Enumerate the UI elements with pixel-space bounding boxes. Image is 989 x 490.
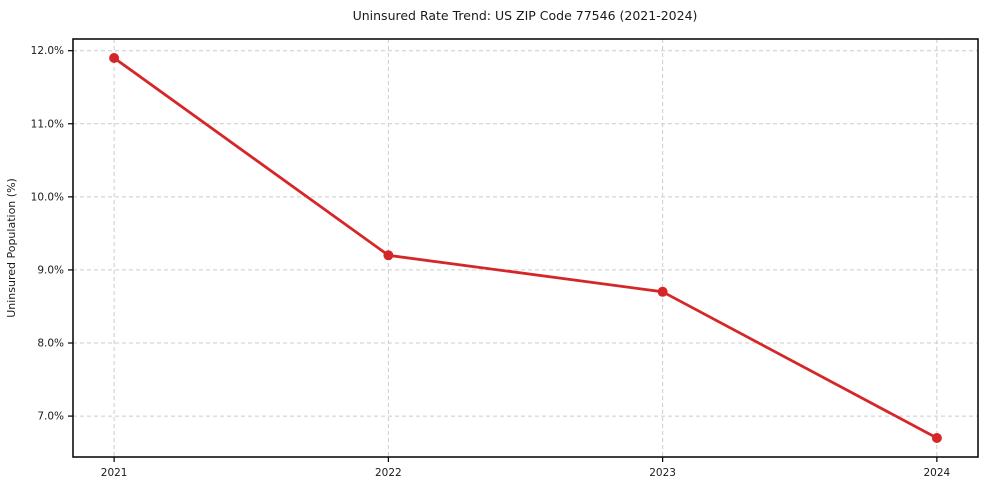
gridlines — [73, 39, 978, 457]
x-tick-label: 2024 — [923, 467, 950, 479]
data-point-marker — [931, 433, 942, 443]
data-point-marker — [657, 286, 668, 297]
y-tick-label: 8.0% — [37, 338, 64, 350]
x-tick-labels: 2021 2022 2023 2024 — [101, 467, 951, 479]
y-tick-label: 7.0% — [37, 411, 64, 423]
y-tick-labels: 7.0% 8.0% 9.0% 10.0% 11.0% 12.0% — [31, 45, 64, 422]
data-series — [109, 53, 942, 443]
axis-ticks — [68, 50, 938, 462]
data-point-marker — [383, 250, 394, 261]
y-tick-label: 12.0% — [31, 45, 64, 57]
x-tick-label: 2023 — [649, 467, 676, 479]
chart-title: Uninsured Rate Trend: US ZIP Code 77546 … — [353, 8, 698, 23]
y-tick-label: 9.0% — [37, 264, 64, 276]
plot-border — [72, 38, 979, 458]
trend-line — [112, 56, 939, 440]
x-tick-label: 2021 — [101, 467, 128, 479]
x-tick-label: 2022 — [375, 467, 402, 479]
y-tick-label: 11.0% — [31, 118, 64, 130]
data-point-marker — [109, 53, 120, 63]
axes-spines — [72, 38, 979, 458]
y-axis-label: Uninsured Population (%) — [5, 178, 18, 318]
y-tick-label: 10.0% — [31, 191, 64, 203]
